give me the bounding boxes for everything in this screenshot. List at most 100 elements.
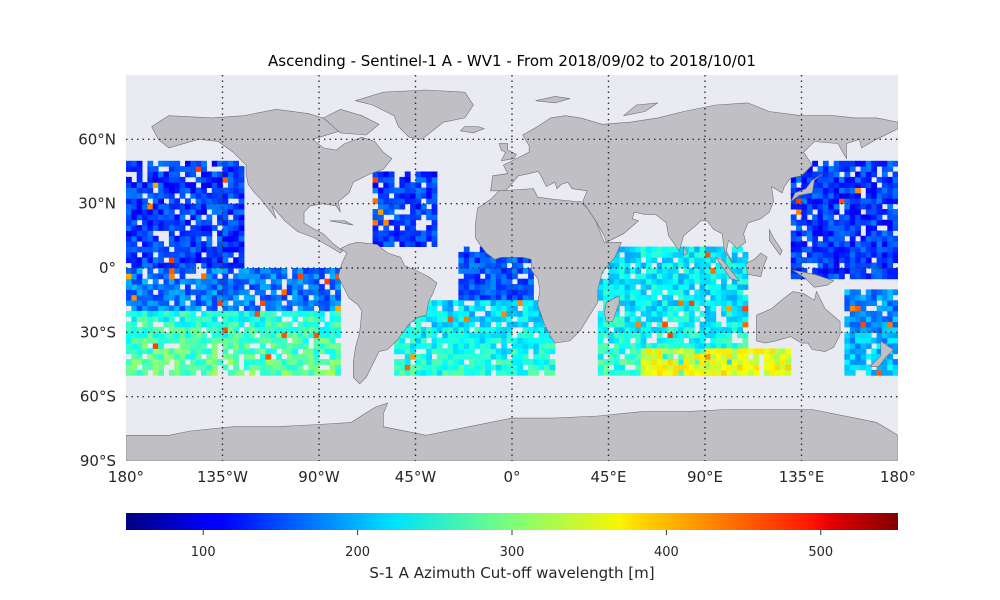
data-cell: [522, 332, 529, 339]
data-cell: [726, 364, 733, 371]
data-cell: [715, 294, 722, 301]
data-cell: [737, 246, 743, 253]
data-cell: [404, 332, 411, 339]
data-cell: [721, 300, 727, 306]
data-cell: [806, 235, 813, 242]
data-cell: [179, 289, 186, 296]
data-cell: [179, 332, 186, 339]
data-cell: [528, 289, 534, 296]
data-cell: [329, 332, 336, 339]
data-cell: [463, 273, 470, 280]
data-cell: [780, 369, 786, 376]
data-cell: [490, 294, 497, 301]
data-cell: [613, 316, 620, 323]
data-cell: [431, 176, 438, 183]
data-cell: [613, 251, 620, 258]
data-cell: [313, 348, 320, 355]
data-cell: [613, 257, 620, 264]
data-cell: [624, 278, 631, 285]
data-cell: [222, 192, 229, 199]
data-cell: [195, 289, 202, 296]
data-cell: [849, 203, 856, 210]
data-cell: [190, 187, 197, 194]
data-cell: [126, 166, 132, 172]
data-cell: [190, 343, 197, 349]
land-sumatra: [714, 256, 741, 282]
data-cell: [415, 353, 422, 360]
data-cell: [479, 337, 486, 344]
data-cell: [302, 305, 309, 312]
data-cell: [881, 166, 888, 172]
data-cell: [522, 278, 529, 285]
data-cell: [629, 343, 636, 349]
data-cell: [640, 332, 647, 339]
data-cell: [324, 321, 331, 328]
data-cell: [672, 305, 679, 312]
data-cell: [485, 284, 491, 290]
data-cell: [179, 273, 186, 280]
data-cell: [442, 364, 449, 371]
data-cell: [694, 262, 701, 269]
data-cell: [179, 268, 186, 274]
data-cell: [142, 359, 148, 365]
data-cell: [372, 219, 379, 226]
data-cell: [844, 353, 851, 360]
data-cell: [201, 321, 207, 328]
data-cell: [812, 257, 818, 264]
data-cell: [174, 369, 181, 376]
data-cell: [179, 241, 186, 247]
data-cell: [147, 209, 154, 215]
data-cell: [887, 246, 894, 253]
data-cell: [667, 246, 674, 253]
data-cell: [705, 278, 711, 285]
data-cell: [399, 369, 406, 376]
data-cell: [892, 343, 898, 349]
data-cell: [158, 241, 164, 247]
data-cell: [388, 198, 395, 205]
data-cell: [844, 192, 851, 199]
data-cell: [142, 294, 148, 301]
data-cell: [871, 214, 877, 221]
data-cell: [656, 364, 663, 371]
data-cell: [855, 214, 861, 221]
data-cell: [485, 316, 491, 323]
data-cell: [431, 198, 438, 205]
data-cell: [201, 348, 207, 355]
data-cell: [126, 364, 132, 371]
data-cell: [844, 176, 851, 183]
data-cell: [458, 321, 465, 328]
data-cell: [126, 310, 132, 317]
data-cell: [185, 305, 191, 312]
data-cell: [796, 176, 802, 183]
data-cell: [286, 284, 293, 290]
data-cell: [822, 268, 829, 274]
data-cell: [683, 284, 690, 290]
data-cell: [308, 327, 315, 333]
data-cell: [436, 348, 443, 355]
data-cell: [603, 289, 609, 296]
data-cell: [801, 176, 808, 183]
data-cell: [399, 359, 406, 365]
data-cell: [860, 219, 867, 226]
data-cell: [629, 300, 636, 306]
data-cell: [281, 273, 288, 280]
data-cell: [163, 251, 170, 258]
data-cell: [619, 257, 625, 264]
data-cell: [656, 343, 663, 349]
data-cell: [158, 268, 164, 274]
data-cell: [694, 268, 701, 274]
data-cell: [302, 310, 309, 317]
data-cell: [168, 294, 175, 301]
data-cell: [474, 273, 481, 280]
data-cell: [533, 310, 540, 317]
data-cell: [721, 332, 727, 339]
data-cell: [238, 225, 245, 231]
data-cell: [147, 321, 154, 328]
data-cell: [426, 305, 432, 312]
data-cell: [201, 337, 207, 344]
data-cell: [855, 219, 861, 226]
data-cell: [694, 305, 701, 312]
data-cell: [158, 160, 164, 167]
data-cell: [431, 359, 438, 365]
data-cell: [458, 300, 465, 306]
